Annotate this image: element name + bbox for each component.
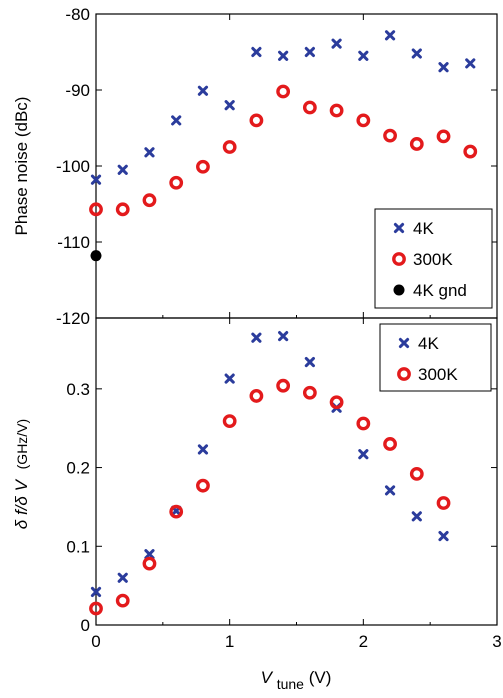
bottom-point-1-2	[142, 556, 157, 571]
top-point-0-5	[224, 100, 235, 111]
x-axis-label-unit: (V)	[309, 668, 332, 687]
bottom-legend: 4K 300K	[379, 323, 492, 392]
top-point-1-1	[115, 202, 130, 217]
xtick-label-0: 0	[91, 632, 100, 651]
x-axis-label-sub: tune	[277, 676, 304, 692]
top-legend-label-2: 4K gnd	[413, 281, 467, 300]
phase-noise-panel: -80 -90 -100 -110 -120 4K 300K 4K gnd	[56, 5, 498, 328]
axis-labels: Phase noise (dBc) δ f/δ V (GHz/V) V tune…	[12, 97, 332, 693]
top-point-1-6	[249, 113, 264, 128]
x-axis-label: V tune (V)	[261, 668, 332, 693]
bottom-point-0-7	[278, 331, 289, 342]
bottom-legend-label-0: 4K	[418, 334, 439, 353]
top-point-0-2	[144, 147, 155, 158]
top-point-0-8	[304, 46, 315, 58]
top-point-1-0	[89, 202, 103, 217]
bottom-point-1-12	[409, 466, 424, 481]
bottom-point-1-5	[222, 414, 237, 429]
bottom-point-1-7	[276, 378, 291, 393]
bottom-point-0-11	[384, 485, 396, 496]
bottom-point-1-13	[436, 496, 451, 510]
top-legend-marker-0	[393, 222, 405, 234]
xtick-label-1: 1	[225, 632, 234, 651]
top-point-1-14	[463, 144, 478, 159]
bottom-point-0-6	[251, 332, 262, 343]
bottom-ytick-label-2: 0.2	[66, 459, 90, 478]
top-point-0-7	[278, 50, 289, 61]
top-series-300k	[89, 84, 478, 217]
bottom-point-1-8	[302, 385, 317, 400]
top-point-1-7	[276, 84, 291, 99]
top-point-1-11	[383, 128, 397, 143]
top-point-0-10	[358, 50, 369, 61]
xtick-label-2: 2	[359, 632, 368, 651]
top-point-0-4	[197, 85, 209, 96]
top-point-0-3	[171, 115, 182, 126]
bottom-ytick-label-0: 0	[81, 616, 90, 635]
bottom-series-300k	[89, 378, 451, 616]
top-point-1-13	[436, 129, 451, 144]
top-point-1-5	[222, 140, 237, 154]
top-point-0-11	[384, 30, 396, 41]
top-legend: 4K 300K 4K gnd	[374, 208, 493, 309]
x-axis-label-main: V	[261, 668, 274, 687]
bottom-legend-label-1: 300K	[418, 365, 458, 384]
sensitivity-y-label: δ f/δ V (GHz/V)	[12, 419, 31, 529]
top-point-0-1	[117, 164, 128, 175]
top-point-0-14	[465, 58, 476, 69]
top-point-2-0	[90, 250, 102, 262]
bottom-point-0-5	[224, 373, 235, 384]
bottom-point-0-2	[144, 549, 155, 560]
top-point-1-2	[142, 193, 157, 208]
bottom-point-1-9	[329, 395, 344, 410]
top-point-0-6	[251, 46, 262, 58]
sensitivity-y-label-main: δ f/δ V	[12, 478, 31, 529]
top-point-1-12	[409, 137, 424, 151]
bottom-point-0-12	[411, 511, 422, 522]
top-ytick-label-0: -80	[65, 5, 90, 24]
bottom-point-1-0	[89, 601, 103, 616]
bottom-point-1-11	[383, 437, 397, 451]
top-legend-label-1: 300K	[413, 250, 453, 269]
top-series-4k	[90, 30, 476, 185]
top-point-1-8	[302, 100, 317, 115]
top-series-4k-gnd	[90, 250, 102, 262]
bottom-legend-marker-1	[397, 367, 411, 381]
bottom-point-0-13	[438, 530, 449, 542]
bottom-point-0-0	[90, 586, 102, 598]
bottom-point-0-10	[358, 449, 369, 460]
top-point-0-0	[90, 174, 102, 185]
top-ytick-label-4: -120	[56, 309, 90, 328]
bottom-point-1-10	[356, 416, 371, 431]
top-point-0-12	[411, 48, 422, 59]
bottom-point-1-1	[115, 593, 130, 608]
bottom-point-1-3	[169, 504, 184, 519]
top-point-1-4	[196, 159, 210, 174]
top-legend-marker-1	[392, 252, 406, 266]
phase-noise-y-label: Phase noise (dBc)	[12, 97, 31, 236]
bottom-ytick-label-1: 0.1	[66, 537, 90, 556]
top-legend-label-0: 4K	[413, 219, 434, 238]
bottom-point-0-8	[304, 356, 315, 368]
top-ytick-label-3: -110	[57, 233, 90, 252]
tuning-sensitivity-panel: 0 1 2 3 0 0.1 0.2 0.3 4K 300K	[66, 317, 502, 651]
xtick-label-3: 3	[492, 632, 501, 651]
bottom-legend-box	[379, 323, 492, 392]
top-ytick-label-2: -100	[56, 157, 90, 176]
bottom-point-1-4	[196, 478, 210, 493]
bottom-point-0-1	[117, 572, 128, 583]
top-legend-marker-2	[393, 284, 405, 296]
top-point-1-9	[329, 103, 344, 118]
top-point-0-9	[331, 38, 342, 49]
bottom-ytick-label-3: 0.3	[66, 380, 90, 399]
sensitivity-y-label-unit: (GHz/V)	[14, 419, 30, 470]
top-point-0-13	[438, 62, 449, 73]
top-ytick-label-1: -90	[65, 81, 90, 100]
bottom-point-1-6	[249, 389, 264, 403]
top-point-1-3	[169, 175, 184, 190]
top-point-1-10	[356, 113, 371, 128]
bottom-legend-marker-0	[398, 337, 410, 349]
bottom-point-0-4	[197, 444, 209, 455]
